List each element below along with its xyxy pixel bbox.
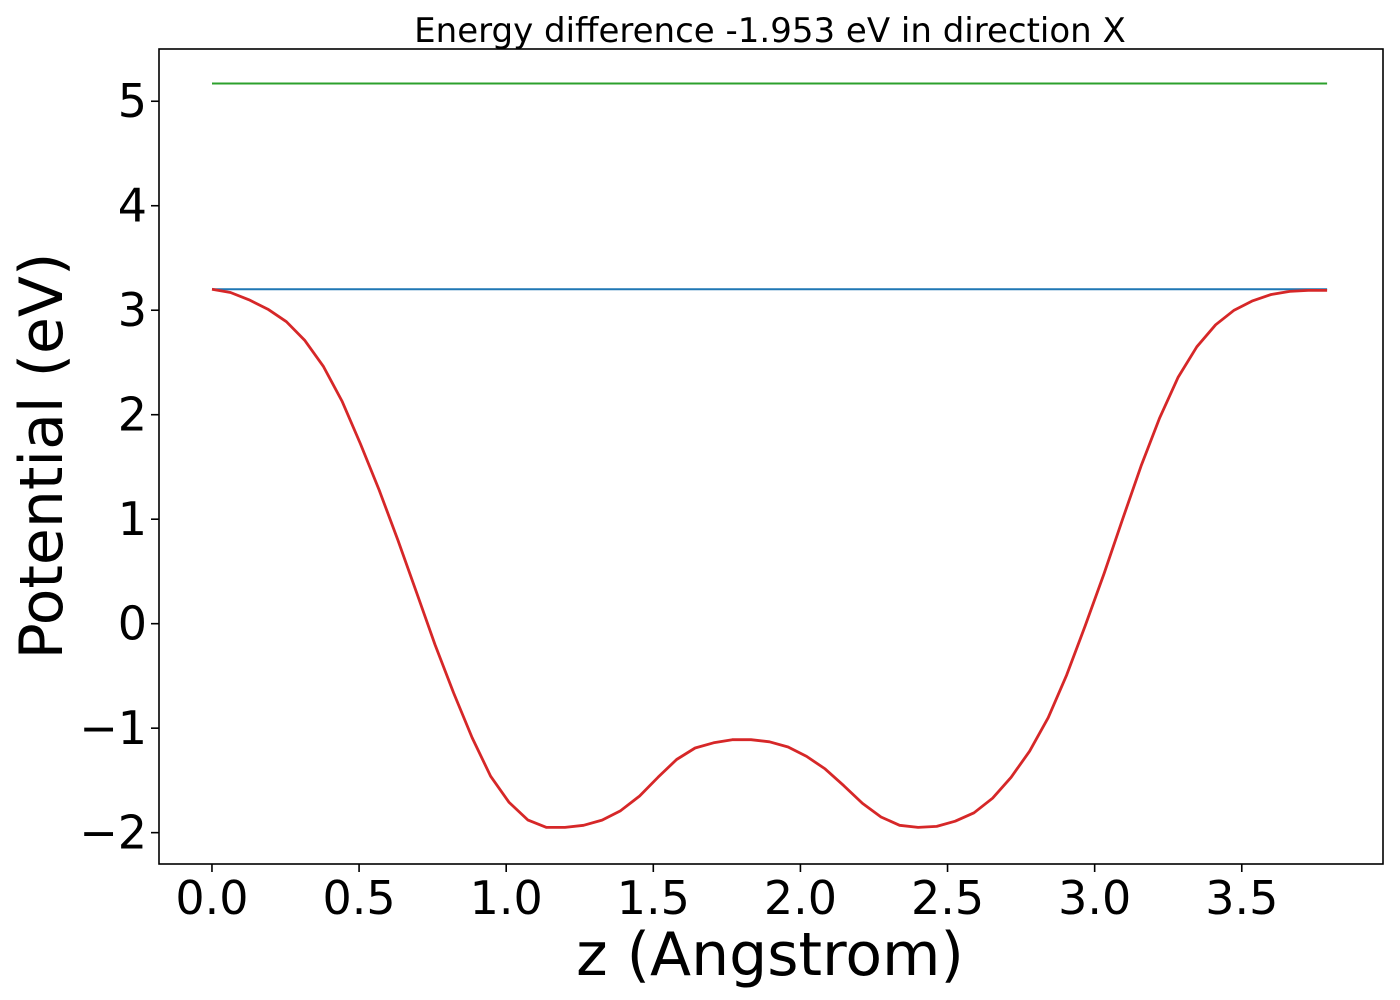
plot-area-frame [158,48,1384,865]
y-tick-label: 5 [118,74,147,128]
y-tick-label: 4 [118,179,147,233]
y-tick-label: 1 [118,492,147,546]
x-axis: 0.0 0.5 1.0 1.5 2.0 2.5 3.0 3.5 [175,864,1278,925]
x-tick-label: 1.0 [470,871,543,925]
x-tick-label: 3.0 [1058,871,1131,925]
x-tick-label: 1.5 [617,871,690,925]
y-axis: −2 −1 0 1 2 3 4 5 [79,74,159,860]
y-tick-label: −1 [79,701,147,755]
x-tick-label: 0.5 [322,871,395,925]
x-axis-label: z (Angstrom) [576,920,964,990]
chart-title: Energy difference -1.953 eV in direction… [414,11,1126,51]
y-tick-label: 0 [118,597,147,651]
series-line-3 [211,287,1328,829]
x-tick-label: 2.5 [911,871,984,925]
x-tick-label: 2.0 [764,871,837,925]
y-axis-label: Potential (eV) [7,253,77,660]
series-layer [211,82,1328,829]
y-tick-label: 2 [118,388,147,442]
x-tick-label: 0.0 [175,871,248,925]
x-tick-label: 3.5 [1205,871,1278,925]
y-tick-label: −2 [79,806,147,860]
y-tick-label: 3 [118,283,147,337]
